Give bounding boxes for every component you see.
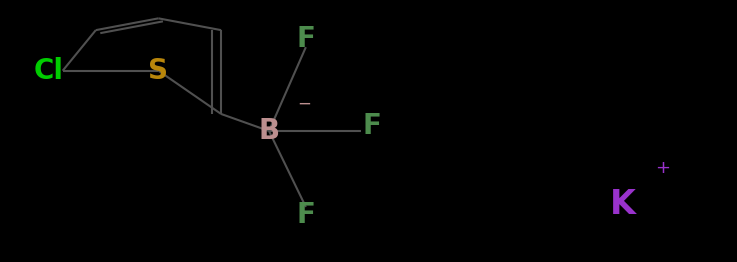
Text: B: B bbox=[259, 117, 279, 145]
Text: −: − bbox=[298, 95, 312, 112]
Text: +: + bbox=[655, 159, 670, 177]
Text: F: F bbox=[363, 112, 382, 140]
Text: F: F bbox=[296, 201, 315, 229]
Text: Cl: Cl bbox=[33, 57, 63, 85]
Text: K: K bbox=[609, 188, 636, 221]
Text: F: F bbox=[296, 25, 315, 53]
Text: S: S bbox=[148, 57, 169, 85]
